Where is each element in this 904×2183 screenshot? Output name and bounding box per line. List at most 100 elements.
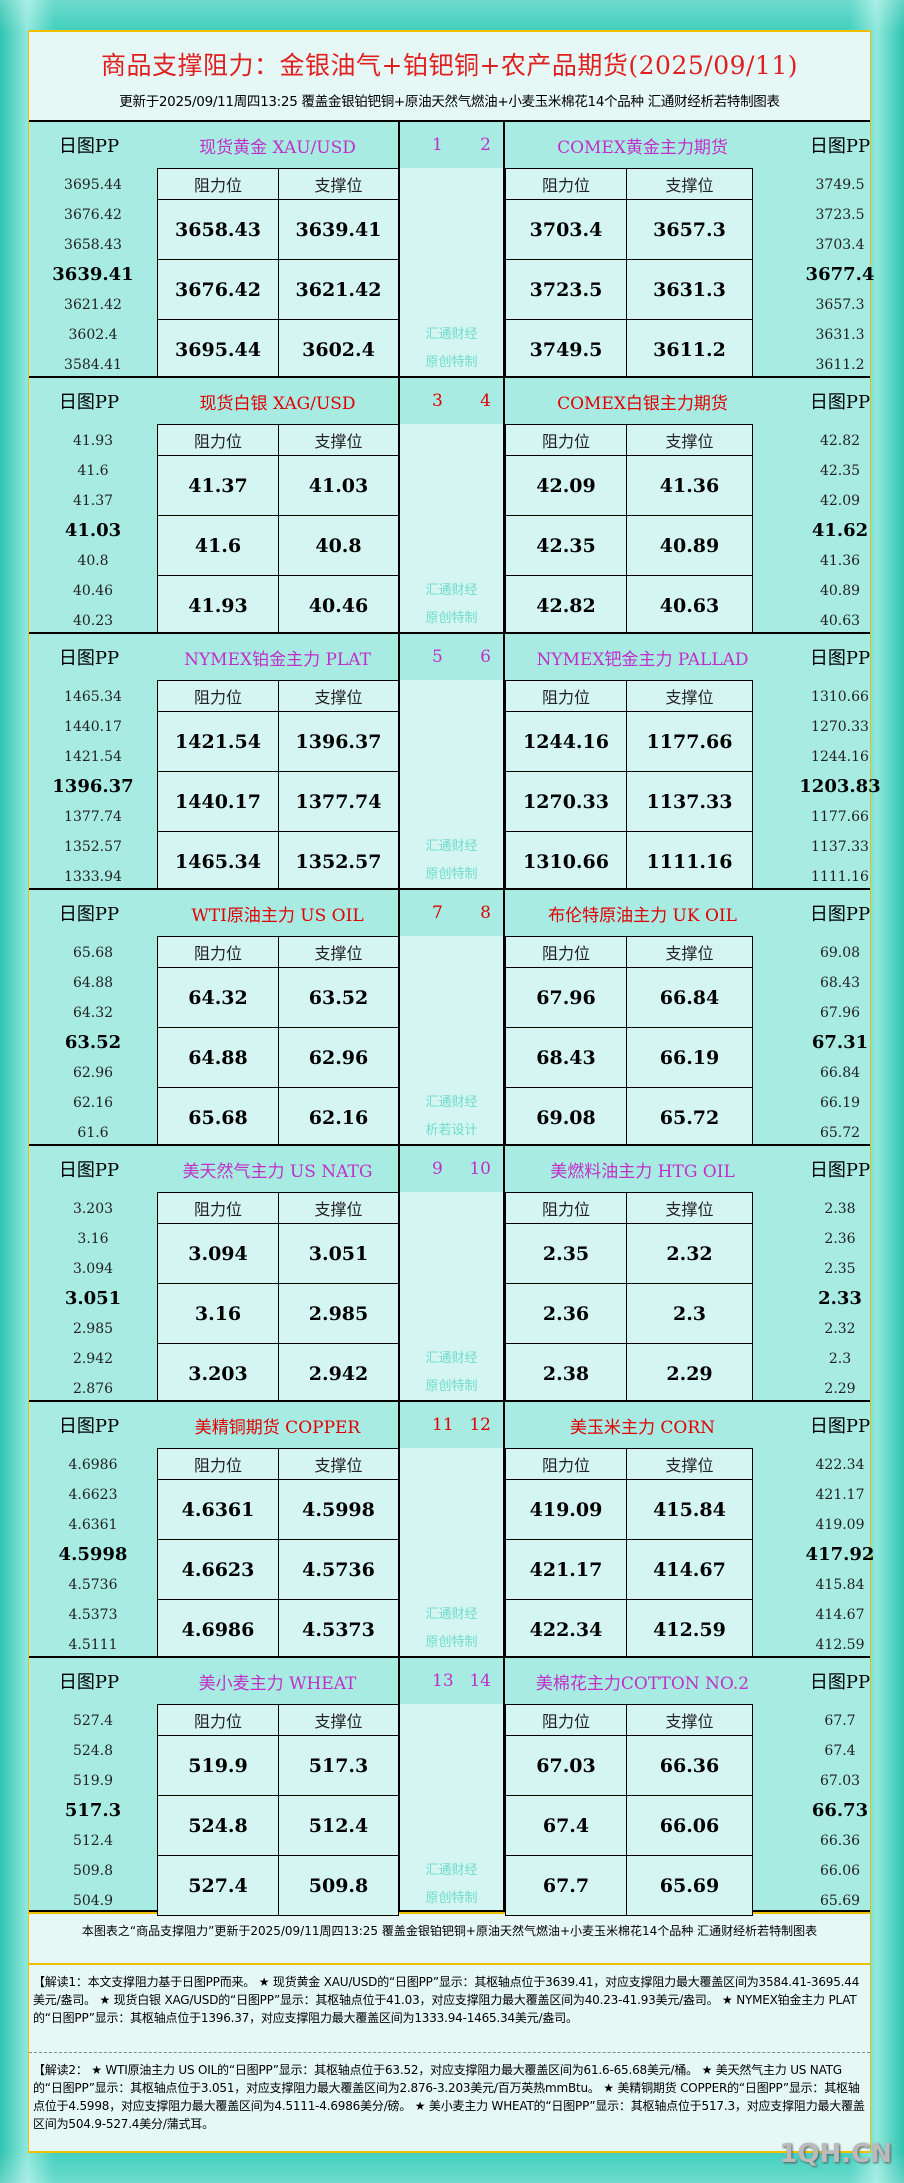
table-row: 1465.34 1352.57 [157,831,399,892]
pp-levels-right: 3749.5 3723.5 3703.4 3677.4 3657.3 3631.3 3611… [776,170,904,380]
middle-column: 9 10 汇通财经 原创特制 [398,1146,505,1400]
table-row: 3695.44 3602.4 [157,319,399,380]
middle-body [400,936,503,1144]
table-row: 67.03 66.36 [505,1735,753,1796]
resistance-value: 3749.5 [505,319,627,380]
block-number-right: 14 [469,1671,491,1691]
pp-value: 527.4 [72,1713,114,1729]
pp-value: 1310.66 [811,689,869,705]
levels-table: 阻力位 支撑位 3.094 3.051 3.16 2.985 3.203 2.942 [157,1192,399,1404]
support-value: 62.16 [278,1087,399,1148]
pp-value: 2.876 [72,1381,114,1397]
block-number-right: 2 [480,135,491,155]
pp-value: 41.37 [72,493,114,509]
resistance-value: 3658.43 [157,199,279,260]
pp-value: 421.17 [815,1487,865,1503]
support-value: 63.52 [278,967,399,1028]
support-value: 509.8 [278,1855,399,1916]
support-value: 1137.33 [626,771,753,832]
pp-label: 日图PP [58,136,120,157]
table-row: 3.094 3.051 [157,1223,399,1284]
pp-value: 65.72 [819,1125,861,1141]
resistance-value: 41.93 [157,575,279,636]
middle-body [400,680,503,888]
pp-value: 41.36 [819,553,861,569]
block-number-left: 9 [432,1159,443,1179]
resistance-value: 42.35 [505,515,627,576]
table-row: 1440.17 1377.74 [157,771,399,832]
support-header: 支撑位 [626,1192,753,1224]
pp-value: 4.5736 [68,1577,118,1593]
support-value: 2.942 [278,1343,399,1404]
resistance-value: 527.4 [157,1855,279,1916]
support-value: 3602.4 [278,319,399,380]
pp-value: 415.84 [815,1577,865,1593]
footer-note: 本图表之“商品支撑阻力”更新于2025/09/11周四13:25 覆盖金银铂钯铜… [29,1914,870,1965]
table-row: 41.37 41.03 [157,455,399,516]
pp-value: 67.7 [824,1713,856,1729]
resistance-value: 422.34 [505,1599,627,1660]
support-value: 3.051 [278,1223,399,1284]
support-value: 65.69 [626,1855,753,1916]
commodity-name: NYMEX钯金主力 PALLAD [536,649,749,670]
header: 商品支撑阻力：金银油气+铂钯铜+农产品期货(2025/09/11) 更新于202… [29,30,870,120]
commodity-name: 美小麦主力 WHEAT [198,1673,357,1694]
support-value: 41.36 [626,455,753,516]
middle-column: 5 6 汇通财经 原创特制 [398,634,505,888]
pp-label: 日图PP [809,1160,871,1181]
support-value: 4.5998 [278,1479,399,1540]
pp-value: 65.69 [819,1893,861,1909]
support-value: 1352.57 [278,831,399,892]
pp-value: 41.03 [64,520,122,541]
resistance-value: 1465.34 [157,831,279,892]
pp-value: 422.34 [815,1457,865,1473]
pp-levels-right: 67.7 67.4 67.03 66.73 66.36 66.06 65.69 [776,1706,904,1916]
pp-value: 3621.42 [64,297,122,313]
watermark-line: 原创特制 [425,1635,478,1650]
pp-value: 504.9 [72,1893,114,1909]
pp-value: 40.23 [72,613,114,629]
levels-table: 阻力位 支撑位 67.03 66.36 67.4 66.06 67.7 65.69 [505,1704,753,1916]
watermark-line: 汇通财经 [425,1351,478,1366]
resistance-header: 阻力位 [505,1704,627,1736]
support-value: 3621.42 [278,259,399,320]
support-value: 66.06 [626,1795,753,1856]
support-header: 支撑位 [278,1192,399,1224]
pp-value: 41.93 [72,433,114,449]
resistance-value: 1310.66 [505,831,627,892]
block-number-right: 12 [469,1415,491,1435]
pp-levels-left: 3695.44 3676.42 3658.43 3639.41 3621.42 3602.… [29,170,157,380]
pp-value: 3723.5 [815,207,865,223]
levels-table: 阻力位 支撑位 1244.16 1177.66 1270.33 1137.33 1310.6… [505,680,753,892]
pp-value: 40.89 [819,583,861,599]
support-value: 2.29 [626,1343,753,1404]
watermark-line: 原创特制 [425,611,478,626]
pp-label: 日图PP [809,1672,871,1693]
pp-value: 3.094 [72,1261,114,1277]
commodity-name: 美燃料油主力 HTG OIL [550,1161,735,1182]
pp-label: 日图PP [58,1160,120,1181]
pp-value: 41.6 [77,463,109,479]
commodity-name: 美玉米主力 CORN [569,1417,716,1438]
pp-value: 2.35 [824,1261,856,1277]
support-value: 3631.3 [626,259,753,320]
resistance-value: 64.32 [157,967,279,1028]
pp-value: 67.96 [819,1005,861,1021]
support-value: 2.985 [278,1283,399,1344]
levels-table: 阻力位 支撑位 3703.4 3657.3 3723.5 3631.3 3749.5 3611… [505,168,753,380]
resistance-header: 阻力位 [157,936,279,968]
table-row: 42.09 41.36 [505,455,753,516]
watermark-line: 原创特制 [425,355,478,370]
resistance-header: 阻力位 [505,1192,627,1224]
table-row: 67.96 66.84 [505,967,753,1028]
pp-value: 64.32 [72,1005,114,1021]
support-value: 66.19 [626,1027,753,1088]
middle-column: 7 8 汇通财经 析若设计 [398,890,505,1144]
pp-label: 日图PP [809,904,871,925]
pp-value: 419.09 [815,1517,865,1533]
pp-value: 3658.43 [64,237,122,253]
pp-value: 42.09 [819,493,861,509]
pp-value: 412.59 [815,1637,865,1653]
support-value: 512.4 [278,1795,399,1856]
table-row: 41.6 40.8 [157,515,399,576]
